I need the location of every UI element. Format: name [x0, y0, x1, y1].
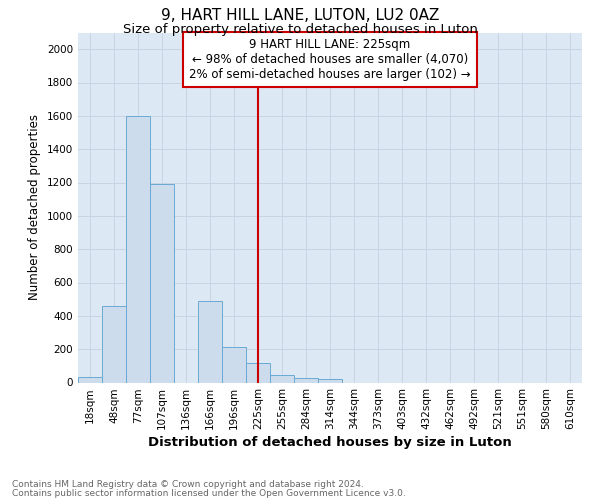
Y-axis label: Number of detached properties: Number of detached properties: [28, 114, 41, 300]
X-axis label: Distribution of detached houses by size in Luton: Distribution of detached houses by size …: [148, 436, 512, 450]
Bar: [102, 306, 126, 382]
Text: Size of property relative to detached houses in Luton: Size of property relative to detached ho…: [122, 22, 478, 36]
Text: Contains HM Land Registry data © Crown copyright and database right 2024.: Contains HM Land Registry data © Crown c…: [12, 480, 364, 489]
Bar: [294, 378, 318, 382]
Bar: [246, 362, 270, 382]
Text: 9 HART HILL LANE: 225sqm
← 98% of detached houses are smaller (4,070)
2% of semi: 9 HART HILL LANE: 225sqm ← 98% of detach…: [189, 38, 471, 80]
Text: 9, HART HILL LANE, LUTON, LU2 0AZ: 9, HART HILL LANE, LUTON, LU2 0AZ: [161, 8, 439, 22]
Bar: [126, 116, 150, 382]
Bar: [270, 375, 294, 382]
Text: Contains public sector information licensed under the Open Government Licence v3: Contains public sector information licen…: [12, 488, 406, 498]
Bar: [78, 376, 102, 382]
Bar: [198, 301, 222, 382]
Bar: [318, 379, 342, 382]
Bar: [150, 184, 174, 382]
Bar: [222, 346, 246, 382]
